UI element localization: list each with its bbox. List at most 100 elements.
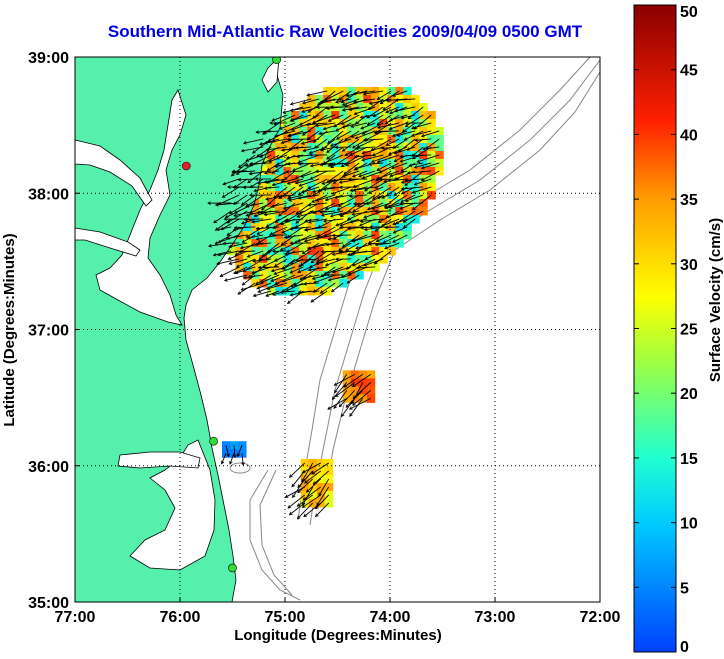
velocity-vector: [292, 162, 312, 172]
velocity-vector: [407, 170, 432, 174]
velocity-arrowhead: [346, 280, 351, 284]
velocity-vector: [411, 122, 432, 129]
velocity-arrowhead: [399, 206, 404, 210]
colorbar-tick-label: 10: [680, 516, 698, 533]
velocity-vector: [229, 258, 248, 265]
velocity-arrowhead: [230, 172, 235, 177]
velocity-arrowhead: [340, 163, 345, 168]
velocity-arrowhead: [294, 180, 299, 185]
velocity-arrowhead: [265, 224, 270, 228]
colorbar-tick-label: 5: [680, 580, 689, 597]
velocity-arrowhead: [338, 180, 343, 184]
velocity-speed-cell: [323, 150, 332, 160]
velocity-speed-cell: [347, 214, 356, 224]
velocity-vector: [265, 194, 288, 200]
velocity-speed-cell: [251, 262, 260, 272]
velocity-arrowhead: [335, 136, 340, 140]
velocity-vector: [414, 162, 432, 168]
velocity-arrowhead: [311, 120, 316, 124]
velocity-arrowhead: [350, 134, 355, 138]
velocity-vector: [343, 162, 360, 175]
velocity-arrowhead: [273, 263, 278, 267]
velocity-arrowhead: [319, 210, 324, 214]
velocity-arrowhead: [331, 269, 336, 274]
velocity-vector: [385, 202, 400, 209]
velocity-speed-cell: [363, 174, 372, 184]
velocity-arrowhead: [352, 91, 357, 96]
velocity-vector: [306, 130, 320, 141]
velocity-arrowhead: [279, 247, 284, 251]
velocity-arrowhead: [297, 162, 302, 166]
velocity-arrowhead: [320, 99, 325, 104]
velocity-vector: [267, 130, 288, 142]
velocity-vector: [241, 146, 264, 152]
colorbar-bar: [633, 4, 677, 653]
velocity-speed-cell: [283, 238, 292, 248]
velocity-speed-cell: [403, 230, 412, 240]
velocity-speed-cell: [435, 142, 444, 152]
velocity-arrowhead: [222, 181, 227, 186]
velocity-arrowhead: [382, 106, 387, 111]
velocity-arrowhead: [359, 219, 364, 224]
velocity-speed-cell: [307, 142, 316, 152]
velocity-arrowhead: [399, 154, 403, 159]
velocity-arrowhead: [384, 205, 389, 210]
velocity-vector: [274, 274, 296, 285]
velocity-vector: [264, 138, 288, 144]
velocity-vector: [301, 462, 314, 482]
velocity-speed-cell: [267, 182, 276, 192]
velocity-speed-cell: [299, 190, 308, 200]
velocity-speed-cell: [411, 214, 420, 224]
velocity-speed-cell: [355, 150, 364, 160]
velocity-speed-cell: [363, 102, 372, 112]
velocity-speed-cell: [419, 182, 428, 192]
velocity-speed-cell: [307, 230, 316, 240]
velocity-arrowhead: [258, 256, 263, 261]
velocity-speed-cell: [267, 238, 276, 248]
velocity-arrowhead: [257, 181, 262, 185]
velocity-speed-cell: [299, 254, 308, 264]
velocity-speed-cell: [347, 198, 356, 208]
velocity-vector: [342, 170, 360, 178]
velocity-vector: [327, 397, 347, 410]
velocity-vector: [316, 486, 330, 506]
velocity-arrowhead: [286, 161, 291, 166]
velocity-arrowhead: [354, 146, 359, 151]
velocity-arrowhead: [337, 97, 342, 101]
colorbar-tick-label: 40: [680, 127, 698, 144]
velocity-speed-cell: [395, 134, 404, 144]
velocity-arrowhead: [252, 293, 257, 298]
velocity-arrowhead: [333, 195, 338, 200]
velocity-speed-cell: [371, 94, 380, 104]
velocity-speed-cell: [331, 94, 340, 104]
velocity-arrowhead: [229, 460, 233, 465]
velocity-speed-cell: [267, 230, 276, 240]
velocity-arrowhead: [290, 118, 295, 122]
velocity-vector: [264, 210, 288, 216]
velocity-vector: [298, 194, 320, 199]
velocity-speed-cell: [323, 110, 332, 120]
velocity-vector: [383, 178, 408, 182]
velocity-arrowhead: [324, 262, 329, 267]
velocity-speed-cell: [323, 230, 332, 240]
velocity-speed-cell: [259, 182, 268, 192]
velocity-vector: [288, 130, 312, 137]
velocity-vector: [245, 202, 264, 207]
velocity-vector: [298, 290, 320, 293]
velocity-speed-cell: [379, 182, 388, 192]
velocity-arrowhead: [263, 212, 268, 217]
velocity-arrowhead: [392, 145, 396, 149]
velocity-arrowhead: [226, 232, 231, 236]
velocity-vector: [302, 486, 314, 506]
velocity-speed-cell: [419, 102, 428, 112]
velocity-arrowhead: [278, 194, 283, 199]
velocity-arrowhead: [351, 251, 355, 255]
radar-station-marker: [209, 436, 218, 446]
velocity-speed-cell: [366, 386, 376, 395]
velocity-vector: [343, 374, 364, 388]
velocity-arrowhead: [306, 136, 310, 141]
velocity-speed-cell: [315, 182, 324, 192]
velocity-speed-cell: [363, 246, 372, 256]
velocity-speed-cell: [307, 134, 316, 144]
velocity-speed-cell: [316, 474, 326, 484]
